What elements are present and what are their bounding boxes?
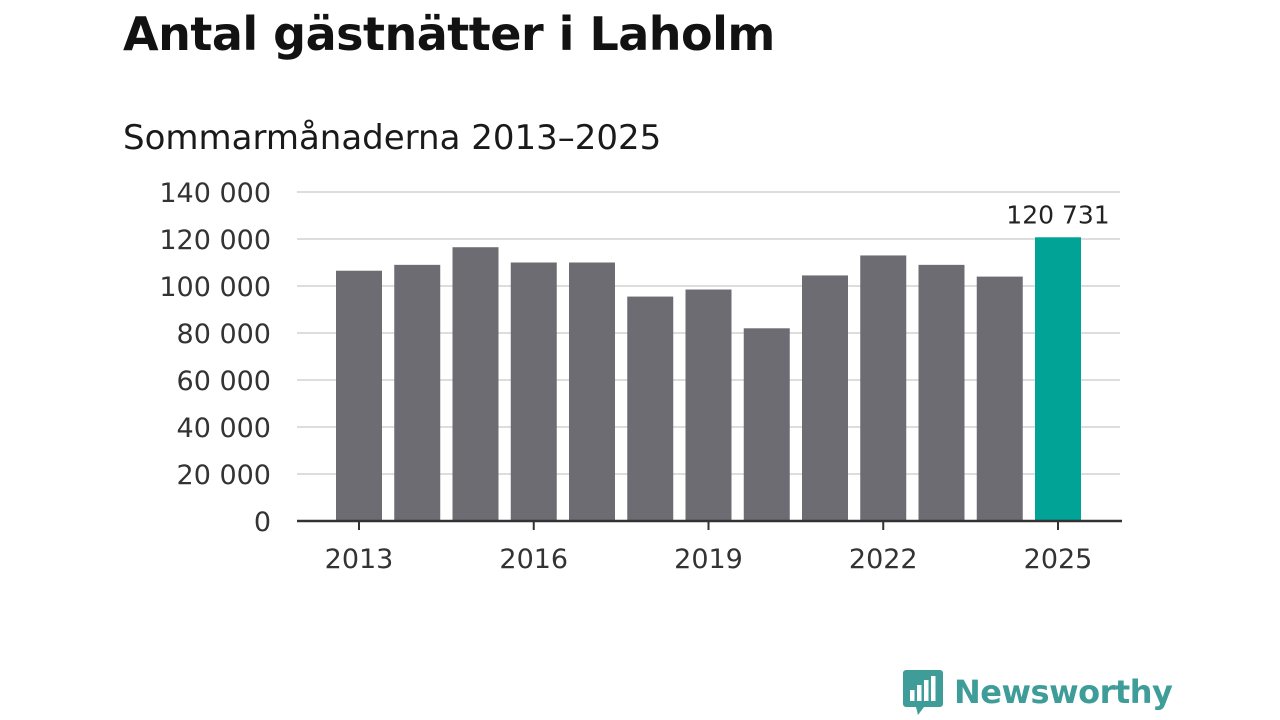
- x-axis: [297, 519, 1122, 530]
- bar-2023: [918, 264, 965, 521]
- annotations: 120 731: [1006, 200, 1109, 229]
- bar-value-label: 120 731: [1006, 200, 1109, 229]
- bar-2013: [336, 270, 382, 521]
- y-tick-label: 0: [254, 507, 271, 538]
- y-tick-label: 20 000: [177, 460, 271, 491]
- bar-2014: [394, 264, 441, 521]
- x-tick-label: 2019: [674, 544, 743, 575]
- y-tick-label: 120 000: [159, 225, 271, 256]
- bar-2022: [860, 255, 907, 521]
- x-tick-label: 2016: [499, 544, 568, 575]
- y-tick-label: 100 000: [159, 272, 271, 303]
- chart-subtitle: Sommarmånaderna 2013–2025: [123, 118, 662, 158]
- bars: [336, 237, 1081, 521]
- bar-2021: [802, 275, 848, 521]
- chart-title: Antal gästnätter i Laholm: [123, 7, 775, 61]
- bar-chart: 0 20 000 40 000 60 000 80 000 100 000 120 000 1…: [159, 178, 1122, 575]
- bar-2017: [569, 262, 615, 521]
- x-tick-label: 2022: [849, 544, 918, 575]
- newsworthy-logo-icon: [903, 670, 943, 715]
- y-tick-label: 40 000: [177, 413, 271, 444]
- brand-name: Newsworthy: [954, 673, 1173, 711]
- bar-2018: [627, 296, 674, 521]
- x-tick-label: 2025: [1024, 544, 1093, 575]
- y-axis-labels: 0 20 000 40 000 60 000 80 000 100 000 120 000 1…: [159, 178, 271, 538]
- bar-2024: [976, 276, 1023, 521]
- bar-2015: [452, 247, 499, 521]
- y-tick-label: 140 000: [159, 178, 271, 209]
- bar-2016: [510, 262, 557, 521]
- bar-2019: [685, 289, 732, 521]
- newsworthy-logo: Newsworthy: [902, 668, 1173, 716]
- y-tick-label: 60 000: [177, 366, 271, 397]
- x-tick-label: 2013: [325, 544, 394, 575]
- x-axis-labels: 2013 2016 2019 2022 2025: [325, 544, 1093, 575]
- y-tick-label: 80 000: [177, 319, 271, 350]
- bar-2020: [743, 328, 790, 521]
- bar-2025: [1035, 237, 1081, 521]
